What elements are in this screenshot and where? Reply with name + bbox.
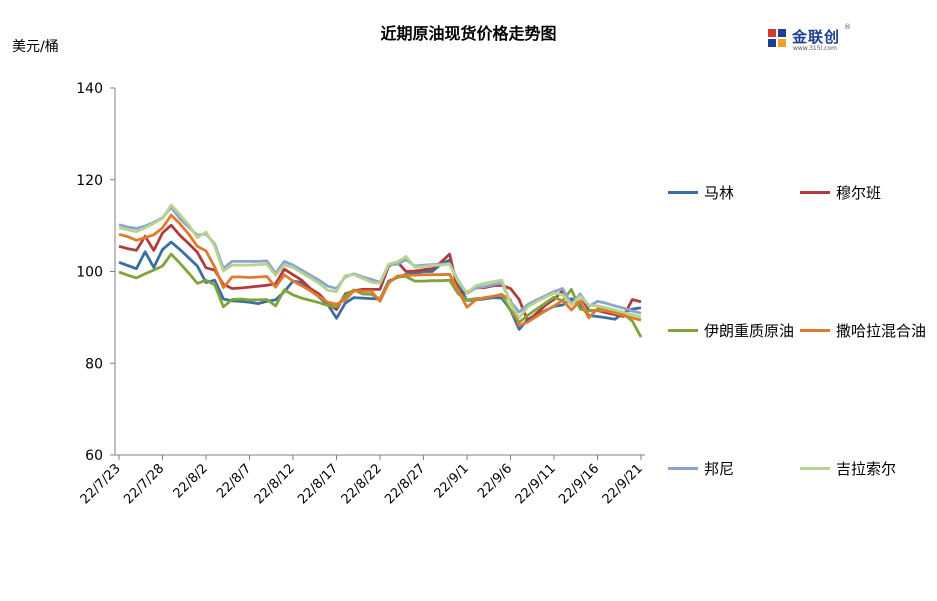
- legend-swatch: [800, 467, 830, 470]
- series-line-2: [118, 223, 642, 323]
- x-tick-label: 22/7/23: [78, 461, 124, 507]
- y-tick-label: 140: [76, 81, 103, 97]
- x-tick-label: 22/9/1: [432, 461, 472, 501]
- x-tick-label: 22/9/21: [600, 461, 646, 507]
- x-tick-label: 22/8/27: [382, 461, 428, 507]
- x-tick-label: 22/8/7: [214, 461, 254, 501]
- legend-label: 撒哈拉混合油: [836, 322, 927, 340]
- legend-label: 邦尼: [704, 460, 735, 478]
- legend-swatch: [800, 329, 830, 332]
- legend-label: 马林: [704, 184, 735, 202]
- legend-swatch: [668, 329, 698, 332]
- series-lines: [118, 203, 643, 338]
- series-line-4: [118, 213, 642, 328]
- legend-label: 穆尔班: [836, 184, 882, 202]
- legend-label: 吉拉索尔: [836, 460, 897, 478]
- brand-logo: 金联创 ® www.315i.com: [766, 23, 856, 54]
- legend-label: 伊朗重质原油: [704, 322, 795, 340]
- legend-swatch: [668, 467, 698, 470]
- series-line-6: [118, 203, 642, 320]
- x-tick-label: 22/8/2: [171, 461, 211, 501]
- legend-swatch: [668, 191, 698, 194]
- chart-title: 近期原油现货价格走势图: [380, 24, 557, 43]
- logo-subtext: www.315i.com: [793, 45, 837, 52]
- x-tick-label: 22/7/28: [121, 461, 167, 507]
- x-tick-label: 22/9/6: [475, 461, 515, 501]
- x-tick-label: 22/8/12: [252, 461, 298, 507]
- logo-registered-mark: ®: [844, 23, 851, 31]
- y-tick-label: 120: [76, 173, 103, 189]
- chart-axes: [110, 87, 645, 460]
- x-tick-label: 22/9/11: [513, 461, 559, 507]
- logo-mark-icon: [768, 29, 786, 47]
- x-tick-label: 22/8/17: [295, 461, 341, 507]
- y-tick-label: 60: [85, 448, 103, 464]
- logo-text: 金联创: [792, 28, 841, 46]
- x-tick-label: 22/8/22: [339, 461, 385, 507]
- x-tick-label: 22/9/16: [556, 461, 602, 507]
- y-tick-label: 80: [85, 356, 103, 372]
- y-tick-label: 100: [76, 265, 103, 281]
- y-unit-label: 美元/桶: [12, 39, 59, 55]
- legend-swatch: [800, 191, 830, 194]
